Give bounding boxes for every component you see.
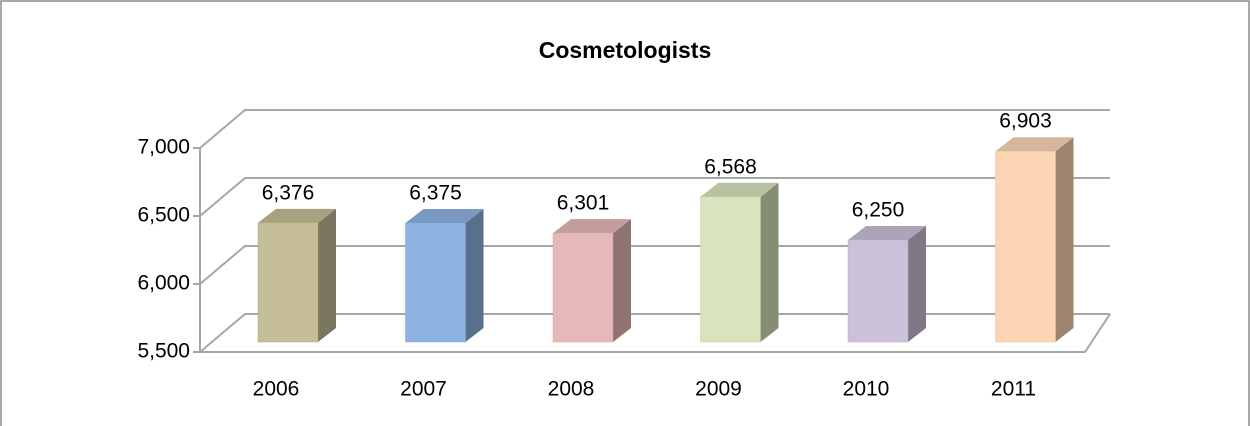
y-tick-label: 7,000	[137, 136, 190, 159]
bar-side	[613, 219, 631, 342]
bar-side	[465, 209, 484, 342]
x-tick-label: 2006	[253, 378, 300, 401]
x-tick-label: 2008	[548, 378, 595, 401]
bar-top	[553, 219, 631, 234]
y-tick-label: 5,500	[137, 340, 190, 363]
bar	[257, 222, 319, 343]
data-label: 6,903	[999, 110, 1052, 133]
data-label: 6,568	[704, 155, 757, 178]
data-label: 6,301	[557, 192, 610, 215]
bar	[405, 222, 466, 343]
bar-top	[405, 209, 484, 223]
bar-top	[258, 208, 336, 223]
data-label: 6,375	[409, 182, 462, 205]
bar-side	[318, 208, 336, 342]
data-label: 6,250	[852, 199, 905, 222]
data-label: 6,376	[262, 181, 315, 204]
bar-side	[760, 182, 779, 342]
bar	[847, 239, 909, 343]
bar	[995, 150, 1056, 343]
x-tick-label: 2010	[843, 378, 890, 401]
grid-line	[199, 109, 1110, 149]
floor-front	[200, 313, 1111, 353]
grid-line	[199, 245, 1110, 285]
y-tick-label: 6,000	[137, 272, 190, 295]
bar-side	[908, 226, 926, 342]
grid-line	[199, 313, 1110, 353]
bar-top	[848, 226, 926, 240]
bar	[700, 196, 761, 343]
bar-top	[995, 137, 1074, 152]
y-tick-label: 6,500	[137, 204, 190, 227]
bar-top	[700, 182, 779, 197]
bar	[552, 232, 614, 343]
chart-title: Cosmetologists	[539, 37, 712, 63]
x-tick-label: 2009	[695, 378, 742, 401]
x-tick-label: 2007	[400, 378, 447, 401]
grid-line	[199, 177, 1110, 217]
x-tick-label: 2011	[991, 378, 1036, 401]
bar-side	[1055, 137, 1074, 342]
